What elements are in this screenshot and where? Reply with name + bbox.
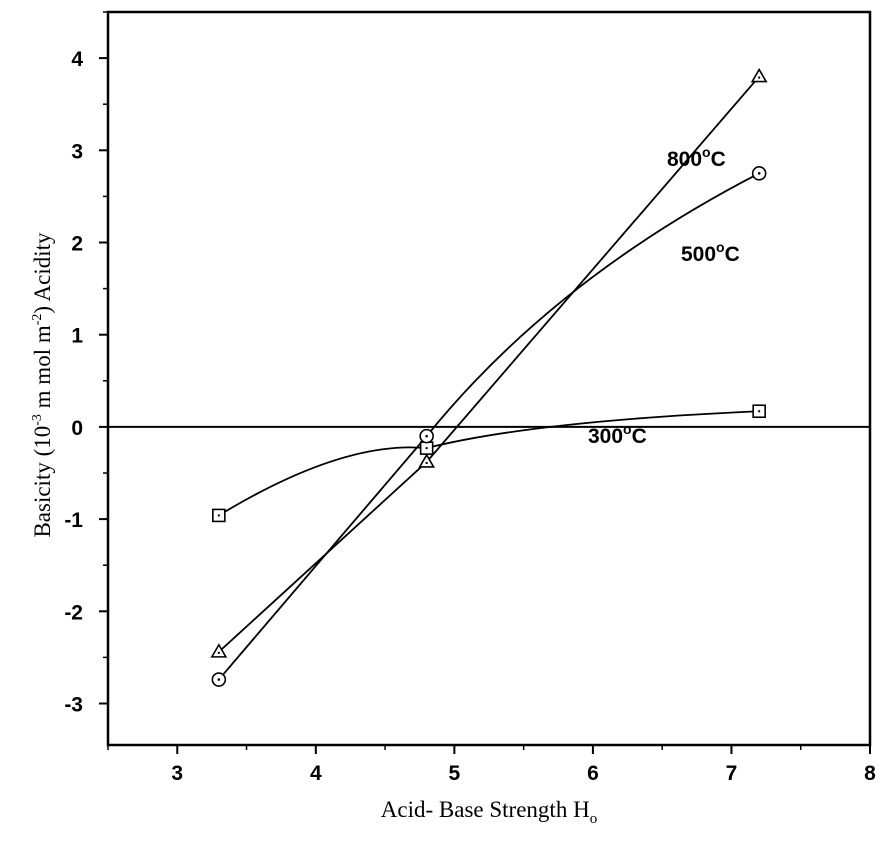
marker-circle-dot	[757, 172, 761, 175]
series-label-800: 800oC	[667, 144, 726, 171]
marker-triangle	[210, 643, 228, 658]
marker-triangle-dot	[425, 461, 428, 464]
series-label-500: 500oC	[681, 239, 740, 266]
series-markers	[210, 67, 768, 687]
y-tick-label: 4	[71, 48, 83, 71]
marker-circle-dot	[217, 678, 221, 681]
y-tick-label: -1	[64, 509, 83, 532]
y-tick-label: 2	[71, 233, 83, 256]
y-tick-label: -3	[64, 694, 83, 717]
series-label-300: 300oC	[588, 421, 647, 448]
marker-triangle-dot	[758, 76, 761, 79]
x-tick-label: 7	[726, 762, 738, 785]
x-axis-title: Acid- Base Strength Ho	[381, 797, 597, 827]
marker-square-dot	[758, 410, 761, 413]
y-axis-title: Basicity (10-3 m mol m-2) Acidity	[30, 232, 55, 538]
x-tick-label: 8	[864, 762, 876, 785]
y-axis-ticks: -3 -2 -1 0 1 2 3 4	[64, 11, 108, 717]
marker-triangle	[750, 67, 768, 83]
marker-square-dot	[425, 447, 428, 450]
x-tick-label: 6	[587, 762, 599, 785]
y-tick-label: 0	[71, 417, 83, 440]
y-tick-label: -2	[64, 601, 83, 624]
y-tick-label: 1	[71, 325, 83, 348]
marker-square-dot	[217, 514, 220, 517]
y-tick-label: 3	[71, 140, 83, 163]
x-axis-ticks: 3 4 5 6 7 8	[107, 745, 876, 785]
marker-circle-dot	[425, 434, 428, 438]
series-line-1	[218, 172, 760, 681]
x-tick-label: 5	[449, 762, 461, 785]
marker-triangle-dot	[217, 651, 220, 654]
x-tick-label: 4	[310, 762, 322, 785]
x-tick-label: 3	[171, 762, 183, 785]
marker-triangle	[418, 453, 436, 468]
plot-frame	[106, 10, 872, 747]
